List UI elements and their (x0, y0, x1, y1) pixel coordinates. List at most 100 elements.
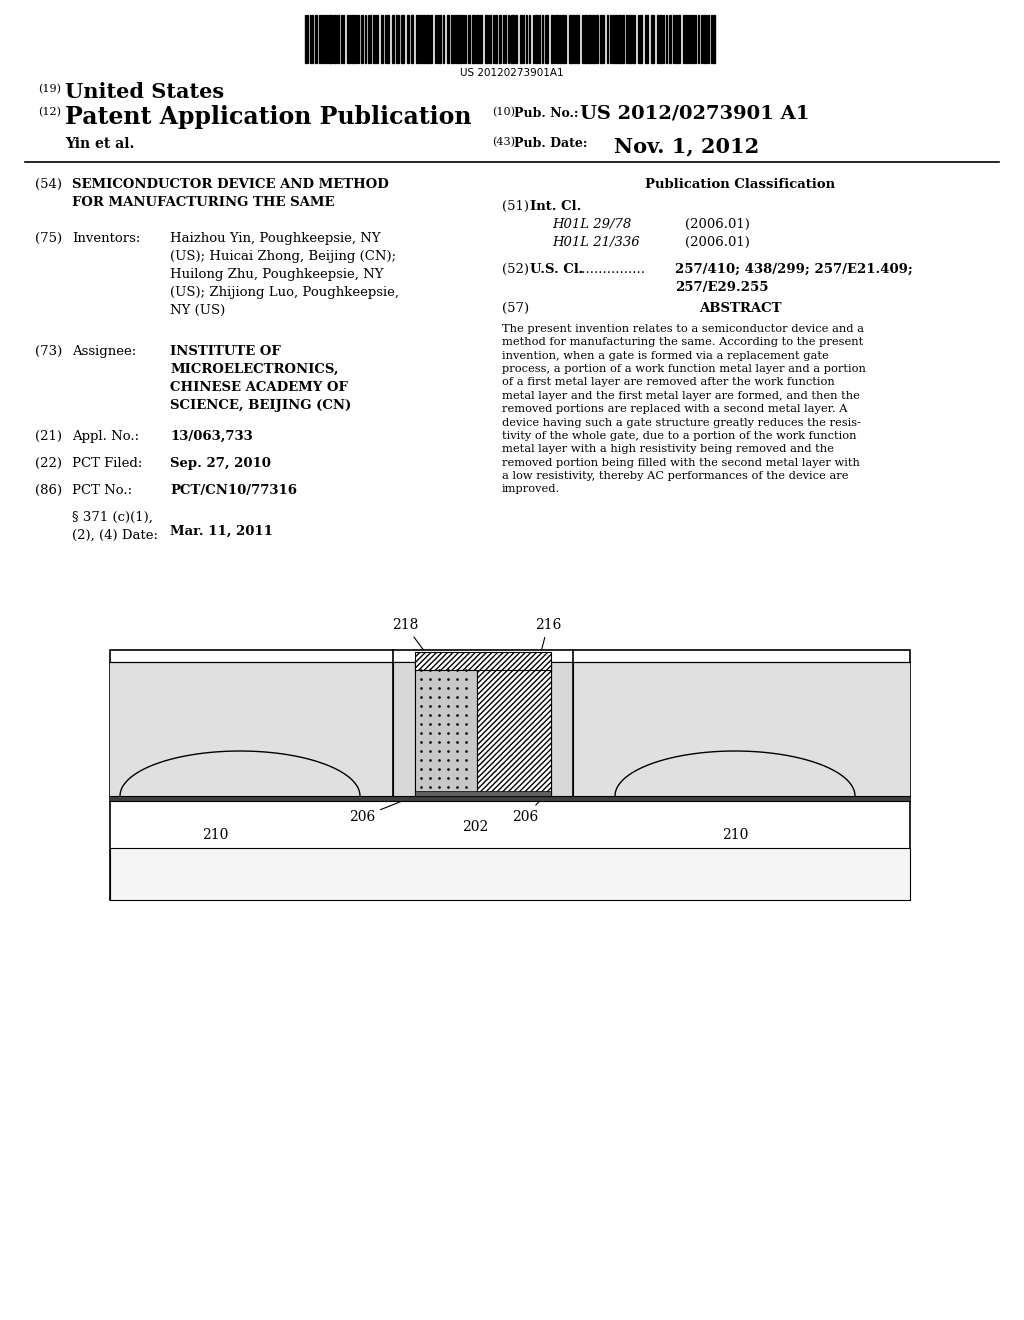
Bar (515, 15, 517, 63)
Text: H01L 21/336: H01L 21/336 (552, 236, 640, 249)
Bar (352, 15, 355, 63)
Bar (675, 15, 677, 63)
Bar (577, 15, 580, 63)
Bar (703, 15, 706, 63)
Text: Pub. Date:: Pub. Date: (514, 137, 588, 150)
Bar (459, 15, 462, 63)
Text: Nov. 1, 2012: Nov. 1, 2012 (614, 136, 759, 156)
Text: (22): (22) (35, 457, 62, 470)
Text: SEMICONDUCTOR DEVICE AND METHOD
FOR MANUFACTURING THE SAME: SEMICONDUCTOR DEVICE AND METHOD FOR MANU… (72, 178, 389, 209)
Text: PCT No.:: PCT No.: (72, 484, 132, 498)
Bar (110, 649, 910, 900)
Text: (75): (75) (35, 232, 62, 246)
Text: Assignee:: Assignee: (72, 345, 136, 358)
Bar (539, 15, 541, 63)
Bar (713, 15, 715, 63)
Text: INSTITUTE OF
MICROELECTRONICS,
CHINESE ACADEMY OF
SCIENCE, BEIJING (CN): INSTITUTE OF MICROELECTRONICS, CHINESE A… (170, 345, 351, 412)
Text: 210: 210 (722, 828, 749, 842)
Text: US 2012/0273901 A1: US 2012/0273901 A1 (580, 106, 810, 123)
Bar (479, 15, 481, 63)
Bar (559, 15, 561, 63)
Text: 13/063,733: 13/063,733 (170, 430, 253, 444)
Bar (589, 15, 591, 63)
Bar (337, 15, 339, 63)
Text: (52): (52) (502, 263, 529, 276)
Bar (592, 15, 595, 63)
Bar (376, 15, 378, 63)
Bar (415, 652, 551, 671)
Bar (477, 663, 551, 796)
Bar (573, 15, 575, 63)
Bar (569, 15, 572, 63)
Bar (627, 15, 628, 63)
Text: 206: 206 (512, 796, 544, 824)
Bar (651, 15, 654, 63)
Bar (416, 15, 418, 63)
Bar (512, 15, 514, 63)
Bar (484, 15, 487, 63)
Bar (499, 15, 501, 63)
Text: Mar. 11, 2011: Mar. 11, 2011 (170, 525, 272, 539)
Bar (468, 15, 470, 63)
Bar (615, 15, 617, 63)
Bar (629, 15, 632, 63)
Text: 257/410; 438/299; 257/E21.409;
257/E29.255: 257/410; 438/299; 257/E21.409; 257/E29.2… (675, 263, 912, 294)
Bar (419, 15, 421, 63)
Bar (110, 663, 393, 796)
Text: Publication Classification: Publication Classification (645, 178, 835, 191)
Text: 206: 206 (349, 795, 418, 824)
Bar (556, 15, 558, 63)
Text: (12): (12) (38, 107, 61, 117)
Text: US 20120273901A1: US 20120273901A1 (460, 69, 564, 78)
Bar (678, 15, 680, 63)
Bar (110, 796, 910, 801)
Bar (536, 15, 538, 63)
Text: United States: United States (65, 82, 224, 102)
Text: Patent Application Publication: Patent Application Publication (65, 106, 471, 129)
Text: (51): (51) (502, 201, 529, 213)
Text: (21): (21) (35, 430, 62, 444)
Text: Appl. No.:: Appl. No.: (72, 430, 139, 444)
Text: 400: 400 (346, 741, 419, 756)
Bar (472, 15, 474, 63)
Text: Pub. No.:: Pub. No.: (514, 107, 579, 120)
Text: (57): (57) (502, 302, 529, 315)
Bar (618, 15, 622, 63)
Bar (585, 15, 588, 63)
Bar (640, 15, 642, 63)
Text: (2006.01): (2006.01) (685, 236, 750, 249)
Bar (551, 15, 553, 63)
Bar (451, 15, 453, 63)
Text: H01L 29/78: H01L 29/78 (552, 218, 631, 231)
Bar (562, 15, 564, 63)
Bar (623, 15, 625, 63)
Bar (551, 663, 573, 796)
Bar (520, 15, 522, 63)
Bar (411, 15, 413, 63)
Bar (596, 15, 598, 63)
Text: (2006.01): (2006.01) (685, 218, 750, 231)
Text: 216: 216 (535, 618, 561, 649)
Bar (328, 15, 331, 63)
Text: U.S. Cl.: U.S. Cl. (530, 263, 584, 276)
Text: PCT Filed:: PCT Filed: (72, 457, 142, 470)
Bar (381, 15, 383, 63)
Bar (456, 15, 458, 63)
Bar (415, 663, 477, 796)
Bar (690, 15, 692, 63)
Bar (407, 15, 409, 63)
Text: 210: 210 (202, 828, 228, 842)
Text: (10): (10) (492, 107, 515, 117)
Bar (426, 15, 429, 63)
Bar (573, 663, 910, 796)
Text: 218: 218 (392, 618, 423, 649)
Text: 214: 214 (496, 741, 531, 755)
Bar (475, 15, 478, 63)
Bar (600, 15, 602, 63)
Bar (392, 15, 394, 63)
Bar (669, 15, 671, 63)
Bar (315, 15, 317, 63)
Bar (396, 15, 398, 63)
Text: 202: 202 (462, 820, 488, 834)
Bar (334, 15, 336, 63)
